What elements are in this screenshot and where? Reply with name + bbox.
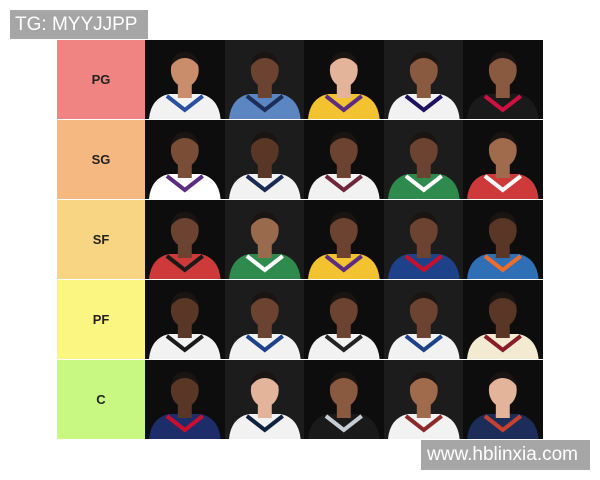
tier-row-sg: SG (57, 120, 543, 199)
player-photo (145, 280, 225, 359)
tier-label: C (57, 360, 145, 439)
player-photo (463, 280, 543, 359)
player-photo (463, 120, 543, 199)
watermark-top: TG: MYYJJPP (10, 10, 148, 39)
player-cells (145, 280, 543, 359)
player-cells (145, 200, 543, 279)
tier-label: SF (57, 200, 145, 279)
tier-row-sf: SF (57, 200, 543, 279)
player-photo (145, 200, 225, 279)
player-photo (224, 200, 305, 279)
player-photo (145, 360, 225, 439)
player-photo (304, 120, 384, 199)
player-cells (145, 120, 543, 199)
tier-list: PG SG SF PF C (57, 40, 543, 440)
tier-row-pf: PF (57, 280, 543, 359)
player-photo (224, 40, 305, 119)
tier-label: PF (57, 280, 145, 359)
tier-row-c: C (57, 360, 543, 439)
player-photo (383, 120, 464, 199)
player-photo (463, 200, 543, 279)
player-photo (224, 280, 305, 359)
player-cells (145, 360, 543, 439)
player-photo (224, 360, 305, 439)
watermark-bottom: www.hblinxia.com (421, 440, 590, 470)
player-photo (383, 280, 464, 359)
player-photo (463, 360, 543, 439)
player-cells (145, 40, 543, 119)
player-photo (383, 40, 464, 119)
player-photo (145, 40, 225, 119)
player-photo (304, 40, 384, 119)
player-photo (383, 200, 464, 279)
tier-row-pg: PG (57, 40, 543, 119)
player-photo (224, 120, 305, 199)
player-photo (383, 360, 464, 439)
player-photo (304, 280, 384, 359)
player-photo (304, 200, 384, 279)
tier-label: PG (57, 40, 145, 119)
player-photo (145, 120, 225, 199)
player-photo (304, 360, 384, 439)
player-photo (463, 40, 543, 119)
tier-label: SG (57, 120, 145, 199)
